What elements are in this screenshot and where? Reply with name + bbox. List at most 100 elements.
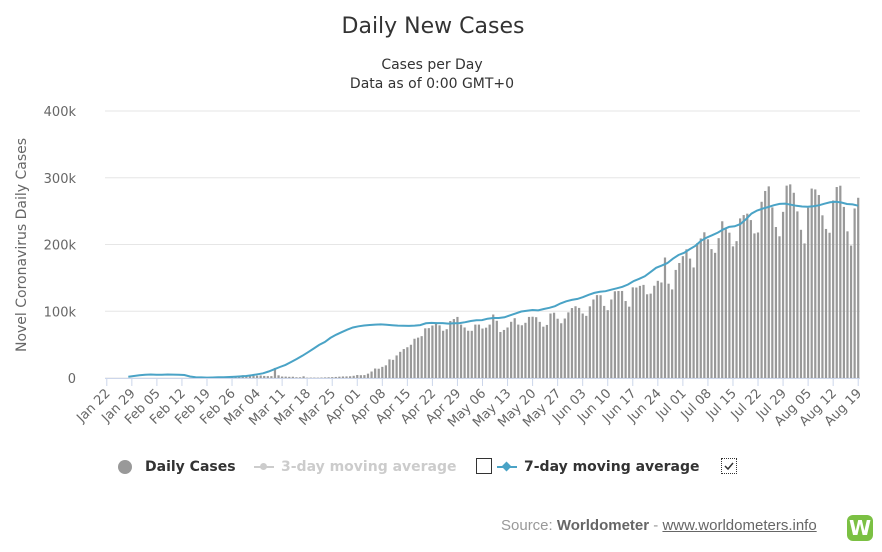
daily-cases-bar bbox=[334, 376, 337, 378]
daily-cases-bar bbox=[295, 377, 298, 378]
daily-cases-bar bbox=[731, 246, 735, 378]
daily-cases-bar bbox=[327, 377, 330, 378]
daily-cases-bar bbox=[377, 368, 380, 378]
legend-7day-label: 7-day moving average bbox=[524, 459, 700, 475]
daily-cases-bar bbox=[642, 284, 645, 378]
legend-item-7day-ma[interactable]: 7-day moving average bbox=[497, 455, 700, 479]
daily-cases-bar bbox=[452, 319, 455, 378]
daily-cases-bar bbox=[835, 187, 838, 378]
daily-cases-bar bbox=[774, 227, 778, 378]
legend-3day-label: 3-day moving average bbox=[281, 459, 457, 475]
daily-cases-bar bbox=[832, 200, 835, 378]
daily-cases-bar bbox=[631, 287, 634, 378]
daily-cases-bar bbox=[374, 368, 377, 378]
daily-cases-bar bbox=[524, 322, 527, 378]
daily-cases-bar bbox=[409, 344, 413, 378]
daily-cases-bar bbox=[574, 306, 577, 378]
legend-7day-checkbox[interactable] bbox=[721, 458, 737, 474]
daily-cases-bar bbox=[535, 317, 538, 378]
daily-cases-bar bbox=[620, 290, 624, 378]
source-credit: Source: Worldometer - www.worldometers.i… bbox=[501, 517, 817, 534]
daily-cases-bar bbox=[581, 313, 584, 378]
worldometer-logo-icon: W bbox=[847, 515, 873, 541]
daily-cases-bar bbox=[628, 306, 631, 378]
daily-cases-bar bbox=[556, 318, 559, 378]
y-tick-label: 0 bbox=[68, 372, 76, 387]
legend-7day-line-icon bbox=[497, 461, 517, 473]
daily-cases-bar bbox=[449, 320, 452, 378]
daily-cases-bar bbox=[259, 375, 262, 378]
legend: Daily Cases 3-day moving average 7-day m… bbox=[0, 455, 882, 479]
legend-daily-cases-label: Daily Cases bbox=[145, 459, 236, 475]
daily-cases-bar bbox=[331, 377, 334, 378]
daily-cases-bar bbox=[255, 375, 259, 378]
daily-cases-bar bbox=[592, 299, 595, 378]
legend-item-daily-cases[interactable]: Daily Cases bbox=[118, 455, 236, 479]
daily-cases-bar bbox=[531, 316, 534, 378]
daily-cases-bar bbox=[767, 186, 770, 378]
daily-cases-bar bbox=[413, 338, 416, 378]
daily-cases-bar bbox=[753, 233, 756, 378]
daily-cases-bar bbox=[724, 229, 727, 378]
checkmark-icon bbox=[724, 462, 734, 471]
daily-cases-bar bbox=[685, 249, 688, 378]
daily-cases-bar bbox=[857, 197, 860, 378]
daily-cases-bar bbox=[538, 321, 541, 378]
daily-cases-bar bbox=[252, 375, 255, 378]
daily-cases-bar bbox=[366, 373, 370, 378]
daily-cases-bar bbox=[717, 238, 720, 378]
daily-cases-bar bbox=[792, 192, 795, 378]
daily-cases-bar bbox=[789, 184, 792, 378]
daily-cases-bar bbox=[552, 312, 556, 378]
daily-cases-bar bbox=[288, 376, 291, 378]
daily-cases-bar bbox=[688, 258, 692, 378]
daily-cases-bar bbox=[424, 328, 427, 378]
daily-cases-bar bbox=[502, 329, 506, 378]
daily-cases-bar bbox=[696, 243, 699, 378]
daily-cases-bar bbox=[470, 330, 473, 378]
daily-cases-bar bbox=[277, 375, 280, 378]
daily-cases-bar bbox=[567, 312, 570, 378]
daily-cases-bar bbox=[681, 256, 684, 378]
source-name: Worldometer bbox=[556, 517, 650, 534]
daily-cases-bar bbox=[391, 359, 395, 378]
daily-cases-bar bbox=[459, 324, 463, 378]
daily-cases-bar bbox=[613, 291, 617, 378]
legend-daily-cases-dot-icon bbox=[118, 460, 132, 474]
daily-cases-bar bbox=[399, 351, 402, 378]
daily-cases-bar bbox=[570, 308, 574, 378]
seven-day-ma-path bbox=[128, 200, 859, 379]
daily-cases-bar bbox=[739, 218, 742, 378]
daily-cases-bar bbox=[807, 207, 810, 378]
daily-cases-bar bbox=[667, 283, 670, 378]
daily-cases-bar bbox=[692, 267, 695, 378]
y-axis: 0 100k 200k 300k 400k bbox=[44, 105, 77, 387]
daily-cases-bar bbox=[824, 228, 828, 378]
daily-cases-bar bbox=[352, 375, 355, 378]
y-tick-label: 400k bbox=[44, 105, 77, 120]
daily-cases-bar bbox=[721, 221, 724, 378]
daily-cases-bar bbox=[560, 323, 563, 378]
daily-cases-bar bbox=[542, 326, 545, 378]
daily-cases-bar bbox=[395, 355, 398, 378]
daily-cases-bar bbox=[756, 232, 760, 378]
daily-cases-bar bbox=[474, 324, 477, 378]
legend-3day-checkbox[interactable] bbox=[476, 458, 492, 474]
legend-item-3day-ma[interactable]: 3-day moving average bbox=[254, 455, 457, 479]
daily-cases-bar bbox=[263, 375, 266, 378]
daily-cases-bar bbox=[298, 377, 302, 378]
daily-cases-bar bbox=[760, 201, 763, 378]
daily-cases-bar bbox=[578, 307, 581, 378]
daily-cases-bar bbox=[663, 257, 667, 378]
daily-cases-bar bbox=[778, 236, 781, 378]
daily-cases-bar bbox=[434, 323, 438, 378]
daily-cases-bar bbox=[420, 336, 423, 378]
daily-cases-bar bbox=[645, 294, 649, 378]
daily-cases-bar bbox=[728, 232, 731, 378]
seven-day-ma-line bbox=[128, 200, 859, 379]
source-link[interactable]: www.worldometers.info bbox=[662, 517, 817, 534]
daily-cases-bar bbox=[549, 313, 552, 378]
daily-cases-bar bbox=[488, 324, 491, 378]
daily-cases-bar bbox=[381, 366, 384, 378]
legend-3day-line-icon bbox=[254, 461, 274, 473]
